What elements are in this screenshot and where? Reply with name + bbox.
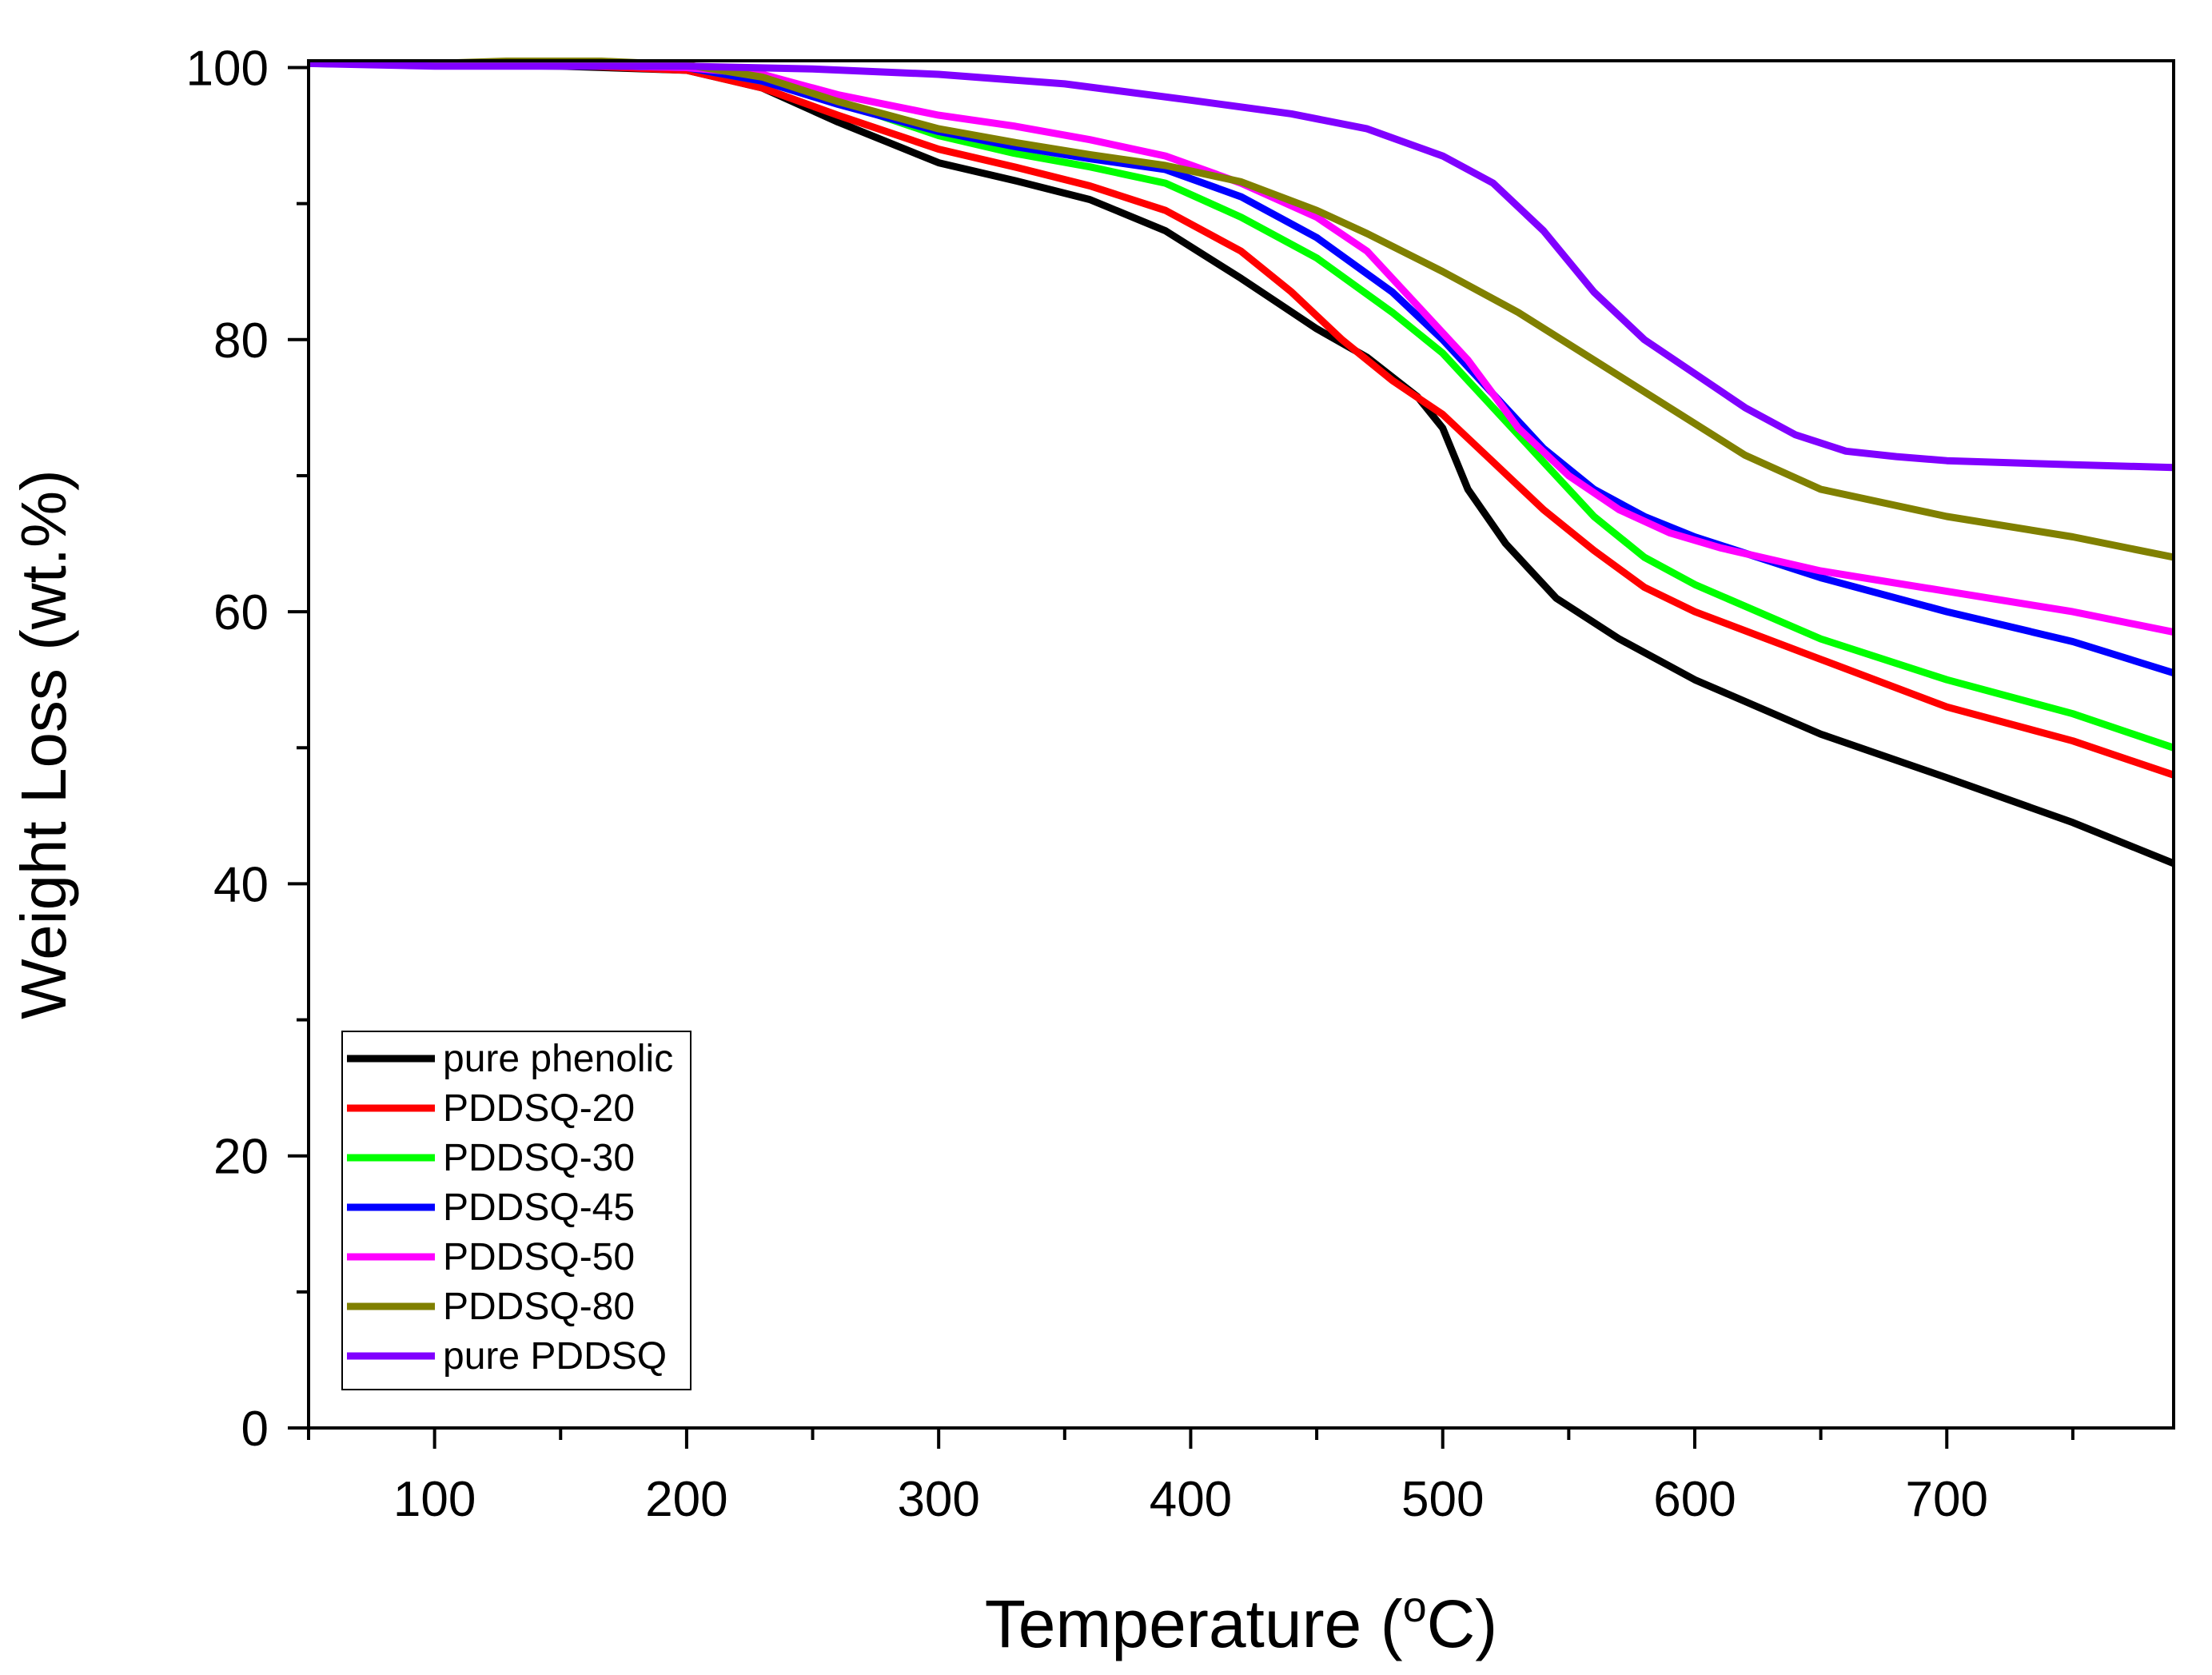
- x-tick-label: 600: [1653, 1472, 1736, 1527]
- legend-label-pddsq-45: PDDSQ-45: [443, 1186, 635, 1229]
- y-tick-label: 20: [213, 1130, 269, 1185]
- x-axis-title-superscript: o: [1403, 1583, 1427, 1631]
- legend-label-pddsq-30: PDDSQ-30: [443, 1137, 635, 1179]
- y-tick-label: 0: [241, 1402, 269, 1457]
- x-tick-label: 300: [897, 1472, 979, 1527]
- series-line-pddsq-50: [309, 59, 2174, 636]
- y-tick-label: 60: [213, 585, 269, 640]
- legend-label-pure-phenolic: pure phenolic: [443, 1038, 673, 1080]
- x-axis-title-end: C): [1427, 1586, 1498, 1661]
- ticks-layer: [288, 66, 2074, 1449]
- x-tick-label: 700: [1906, 1472, 1988, 1527]
- x-tick-label: 200: [645, 1472, 727, 1527]
- y-tick-label: 80: [213, 313, 269, 369]
- x-tick-label: 100: [393, 1472, 476, 1527]
- y-tick-label: 40: [213, 857, 269, 912]
- series-line-pddsq-20: [309, 59, 2174, 779]
- series-line-pddsq-80: [309, 58, 2174, 561]
- x-tick-label: 400: [1150, 1472, 1232, 1527]
- legend-label-pddsq-20: PDDSQ-20: [443, 1087, 635, 1130]
- tick-labels-layer: 100 200 300 400 500 600 700 0 20 40 60 80 100: [186, 42, 1988, 1527]
- legend: pure phenolic PDDSQ-20 PDDSQ-30 PDDSQ-45 PDD…: [341, 1031, 691, 1390]
- series-layer: [309, 58, 2174, 867]
- y-tick-label: 100: [186, 42, 269, 97]
- y-axis-title: Weight Loss (wt.%): [8, 469, 79, 1019]
- x-axis-title: Temperature (oC): [985, 1583, 1498, 1661]
- x-tick-label: 500: [1401, 1472, 1484, 1527]
- legend-label-pure-pddsq: pure PDDSQ: [443, 1335, 667, 1378]
- series-line-pure-pddsq: [309, 59, 2174, 472]
- x-axis-title-main: Temperature (: [985, 1586, 1403, 1661]
- plot-frame: [307, 59, 2175, 1430]
- legend-label-pddsq-80: PDDSQ-80: [443, 1286, 635, 1328]
- legend-label-pddsq-50: PDDSQ-50: [443, 1236, 635, 1278]
